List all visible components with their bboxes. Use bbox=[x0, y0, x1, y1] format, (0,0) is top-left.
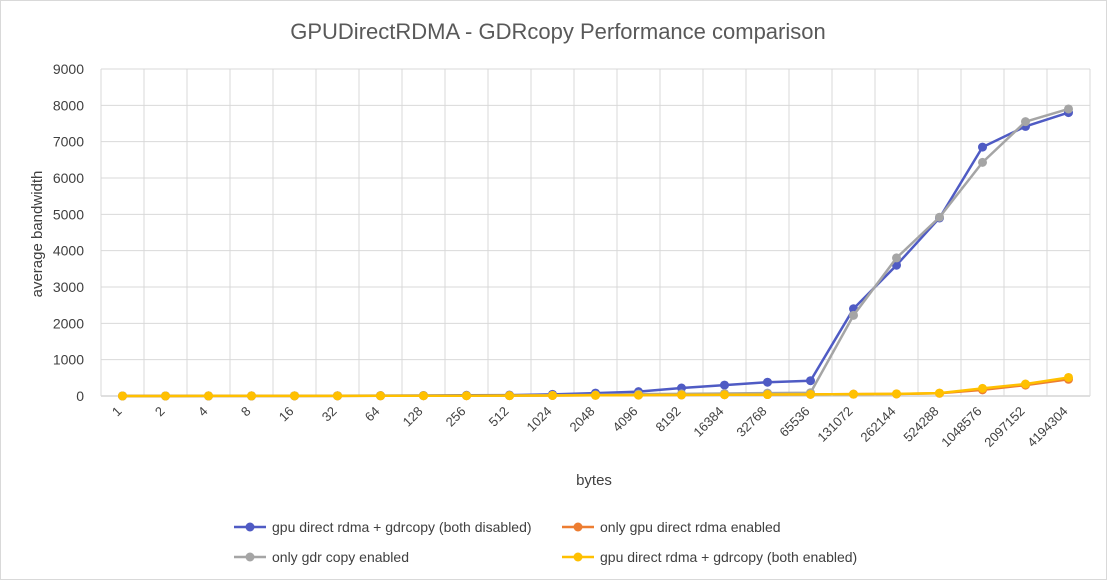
legend-marker bbox=[245, 552, 255, 562]
data-point bbox=[462, 391, 471, 401]
data-point bbox=[978, 383, 987, 393]
data-point bbox=[806, 376, 815, 386]
x-tick-label: 32 bbox=[319, 404, 340, 425]
x-tick-label: 2048 bbox=[567, 404, 598, 435]
y-axis-ticks: 0 1000 2000 3000 4000 5000 6000 7000 8000 9000 bbox=[53, 61, 84, 404]
legend-marker bbox=[573, 552, 583, 562]
legend-marker bbox=[573, 522, 583, 532]
legend-item: only gdr copy enabled bbox=[234, 549, 409, 565]
data-point bbox=[720, 380, 729, 390]
data-point bbox=[333, 391, 342, 401]
x-tick-label: 32768 bbox=[733, 404, 769, 440]
x-tick-label: 2097152 bbox=[981, 404, 1027, 450]
x-tick-label: 8 bbox=[238, 404, 254, 420]
x-tick-label: 262144 bbox=[857, 404, 898, 445]
series-3 bbox=[118, 104, 1073, 401]
gridlines bbox=[100, 68, 1091, 397]
data-point bbox=[677, 390, 686, 400]
x-tick-label: 4194304 bbox=[1024, 404, 1070, 450]
y-axis-label: average bandwidth bbox=[29, 171, 46, 298]
data-point bbox=[591, 390, 600, 400]
data-point bbox=[376, 391, 385, 401]
x-tick-label: 512 bbox=[486, 404, 512, 430]
x-tick-label: 4 bbox=[195, 404, 211, 420]
x-axis-label: bytes bbox=[576, 472, 612, 489]
x-tick-label: 524288 bbox=[900, 404, 941, 445]
x-tick-label: 128 bbox=[400, 404, 426, 430]
chart-title: GPUDirectRDMA - GDRcopy Performance comp… bbox=[290, 19, 825, 44]
series-line bbox=[122, 107, 1069, 398]
x-tick-label: 1 bbox=[109, 404, 125, 420]
legend-label: only gpu direct rdma enabled bbox=[600, 519, 781, 535]
data-point bbox=[247, 391, 256, 401]
data-point bbox=[892, 253, 901, 263]
legend-item: only gpu direct rdma enabled bbox=[562, 519, 781, 535]
data-point bbox=[849, 310, 858, 320]
data-point bbox=[935, 212, 944, 222]
x-tick-label: 16 bbox=[276, 404, 297, 425]
legend-item: gpu direct rdma + gdrcopy (both disabled… bbox=[234, 519, 532, 535]
data-point bbox=[763, 377, 772, 387]
data-point bbox=[806, 389, 815, 399]
data-point bbox=[892, 389, 901, 399]
y-tick-label: 6000 bbox=[53, 170, 84, 186]
x-tick-label: 16384 bbox=[690, 404, 726, 440]
y-tick-label: 7000 bbox=[53, 134, 84, 150]
x-tick-label: 65536 bbox=[776, 404, 812, 440]
x-tick-label: 1048576 bbox=[938, 404, 984, 450]
legend-label: gpu direct rdma + gdrcopy (both enabled) bbox=[600, 549, 857, 565]
data-point bbox=[935, 388, 944, 398]
x-tick-label: 8192 bbox=[653, 404, 684, 435]
y-tick-label: 0 bbox=[76, 388, 84, 404]
legend-marker bbox=[245, 522, 255, 532]
x-tick-label: 4096 bbox=[610, 404, 641, 435]
legend-label: only gdr copy enabled bbox=[272, 549, 409, 565]
y-tick-label: 1000 bbox=[53, 352, 84, 368]
series-layer bbox=[118, 104, 1073, 401]
data-point bbox=[1064, 372, 1073, 382]
y-tick-label: 3000 bbox=[53, 279, 84, 295]
x-tick-label: 131072 bbox=[814, 404, 855, 445]
x-tick-label: 1024 bbox=[524, 404, 555, 435]
y-tick-label: 4000 bbox=[53, 243, 84, 259]
data-point bbox=[161, 391, 170, 401]
data-point bbox=[849, 389, 858, 399]
data-point bbox=[978, 157, 987, 167]
data-point bbox=[548, 390, 557, 400]
data-point bbox=[763, 390, 772, 400]
data-point bbox=[505, 391, 514, 401]
x-tick-label: 2 bbox=[152, 404, 168, 420]
series-1 bbox=[118, 108, 1073, 401]
y-tick-label: 2000 bbox=[53, 315, 84, 331]
legend-label: gpu direct rdma + gdrcopy (both disabled… bbox=[272, 519, 532, 535]
data-point bbox=[978, 142, 987, 152]
data-point bbox=[634, 390, 643, 400]
data-point bbox=[1064, 104, 1073, 114]
x-axis-ticks: 1 2 4 8 16 32 64 128 256 512 1024 2048 4096 8192 16384… bbox=[109, 404, 1071, 450]
x-tick-label: 256 bbox=[443, 404, 469, 430]
data-point bbox=[290, 391, 299, 401]
legend-item: gpu direct rdma + gdrcopy (both enabled) bbox=[562, 549, 857, 565]
data-point bbox=[1021, 379, 1030, 389]
y-tick-label: 5000 bbox=[53, 206, 84, 222]
data-point bbox=[720, 390, 729, 400]
y-tick-label: 9000 bbox=[53, 61, 84, 77]
series-4 bbox=[118, 372, 1073, 401]
legend: gpu direct rdma + gdrcopy (both disabled… bbox=[234, 519, 857, 565]
data-point bbox=[1021, 117, 1030, 127]
y-tick-label: 8000 bbox=[53, 97, 84, 113]
x-tick-label: 64 bbox=[362, 404, 383, 425]
series-line bbox=[122, 111, 1069, 398]
data-point bbox=[419, 391, 428, 401]
data-point bbox=[118, 391, 127, 401]
data-point bbox=[204, 391, 213, 401]
